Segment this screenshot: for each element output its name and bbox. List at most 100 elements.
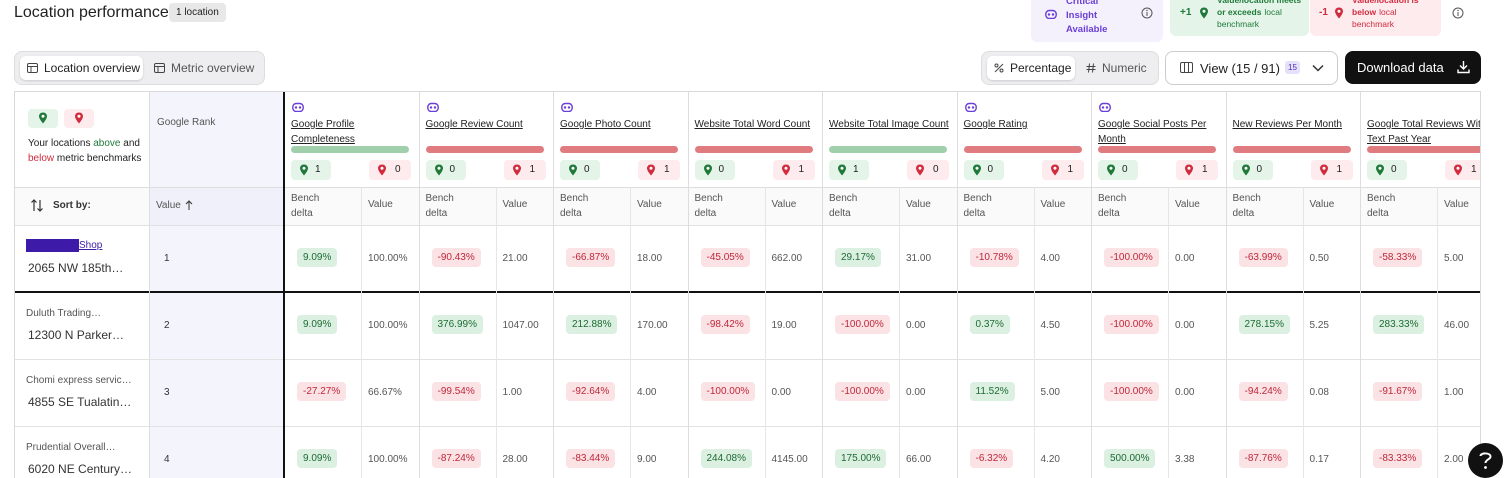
insight-icon: [1099, 102, 1111, 112]
benchmark-bar: [1232, 146, 1351, 153]
tab-icon: [27, 63, 38, 73]
above-count-chip: 1: [829, 160, 869, 180]
metric-value: 0.00: [906, 387, 926, 398]
benchmark-bar: [1367, 146, 1480, 153]
metric-name[interactable]: Google Review Count: [425, 119, 523, 130]
above-count: 0: [718, 164, 725, 175]
frozen-divider: [283, 92, 285, 478]
benchmark-bar: [1098, 146, 1216, 153]
tab-button[interactable]: Metric overview: [147, 56, 261, 80]
below-count: 0: [933, 164, 939, 175]
subcolumn-divider: [1437, 187, 1438, 478]
legend-above-count: +1: [1180, 7, 1192, 18]
metric-name[interactable]: Google Profile Completeness: [291, 119, 355, 145]
summary-mid: and: [123, 138, 140, 149]
metric-value: 662.00: [771, 253, 803, 264]
mode-glyph: [1086, 63, 1096, 73]
pin-icon: [1319, 164, 1328, 176]
bench-delta-header: Bench delta: [1232, 193, 1261, 219]
below-count: 1: [1202, 164, 1208, 175]
column-divider: [822, 92, 823, 478]
metric-name[interactable]: New Reviews Per Month: [1232, 119, 1342, 130]
below-count-chip: 1: [1041, 160, 1084, 180]
above-count: 1: [315, 164, 321, 175]
mode-label: Percentage: [1010, 61, 1072, 75]
rank-sort-header[interactable]: Value: [156, 200, 193, 211]
above-count: 0: [1391, 164, 1397, 175]
pin-icon: [647, 164, 655, 176]
metric-name[interactable]: Google Social Posts Per Month: [1098, 119, 1207, 145]
value-header: Value: [1175, 199, 1200, 210]
above-count-chip: 0: [560, 160, 600, 180]
benchmark-bar: [694, 146, 813, 153]
view-dropdown[interactable]: View (15 / 91) 15: [1165, 51, 1338, 85]
bench-delta: -10.78%: [969, 248, 1019, 267]
bench-delta-header: Bench delta: [425, 193, 454, 219]
metric-value: 46.00: [1444, 320, 1470, 331]
help-button[interactable]: [1468, 443, 1503, 478]
pin-icon: [512, 164, 521, 176]
pin-icon: [781, 164, 790, 176]
location-name[interactable]: Shop: [79, 240, 103, 251]
metric-value: 0.00: [906, 320, 926, 331]
bench-delta-header: Bench delta: [560, 193, 589, 219]
tab-button[interactable]: Location overview: [20, 56, 143, 80]
pin-icon: [1185, 164, 1193, 176]
metric-value: 31.00: [906, 253, 932, 264]
subcolumn-divider: [1302, 187, 1304, 478]
metric-name[interactable]: Google Photo Count: [560, 119, 651, 130]
column-divider: [553, 92, 554, 478]
bench-delta: -99.54%: [431, 382, 481, 401]
metric-value: 4.20: [1040, 454, 1060, 465]
metric-name[interactable]: Google Rating: [963, 119, 1028, 130]
metric-value: 100.00%: [368, 320, 408, 331]
metric-value: 0.00: [1175, 253, 1195, 264]
redacted-block: [26, 239, 79, 252]
above-count: 0: [449, 164, 456, 175]
value-header: Value: [1040, 199, 1066, 210]
below-count-chip: 1: [1310, 160, 1353, 180]
above-count-chip: 0: [963, 160, 1004, 180]
subcolumn-divider: [764, 187, 766, 478]
info-icon: [1141, 7, 1153, 19]
metric-value: 4.50: [1040, 320, 1060, 331]
subcolumn-divider: [1168, 187, 1169, 478]
metric-value: 5.00: [1444, 253, 1464, 264]
pin-icon: [434, 164, 443, 176]
bench-delta: 376.99%: [431, 315, 483, 334]
view-count: 15: [1285, 61, 1300, 74]
sort-icon: [31, 199, 43, 212]
summary-suffix: metric benchmarks: [56, 153, 142, 164]
insight-icon: [292, 102, 304, 112]
metric-value: 28.00: [502, 454, 528, 465]
pin-icon: [378, 164, 386, 176]
pin-icon: [1454, 164, 1462, 176]
below-count: 1: [1067, 164, 1074, 175]
metric-name[interactable]: Google Total Reviews With Text Past Year: [1367, 119, 1481, 145]
download-button[interactable]: Download data: [1345, 51, 1481, 84]
metric-name[interactable]: Website Total Image Count: [829, 119, 949, 130]
metric-value: 5.25: [1309, 320, 1329, 331]
legend-below-text: Value/location is below: [1352, 0, 1419, 17]
mode-button[interactable]: Numeric: [1079, 56, 1153, 80]
bench-delta: -98.42%: [700, 315, 750, 334]
metric-value: 100.00%: [368, 454, 408, 465]
above-count: 0: [1256, 164, 1263, 175]
legend-below-desc: Value/location is below local benchmark: [1352, 0, 1432, 30]
legend-below-sub: local benchmark: [1352, 7, 1397, 29]
below-count: 1: [1336, 164, 1343, 175]
insight-icon: [561, 102, 573, 112]
above-count: 0: [584, 164, 590, 175]
mode-button[interactable]: Percentage: [987, 56, 1075, 80]
tab-label: Location overview: [44, 61, 141, 75]
subcolumn-divider: [495, 187, 497, 478]
column-divider: [1360, 92, 1361, 478]
metric-name[interactable]: Website Total Word Count: [694, 119, 811, 130]
below-chip: [64, 109, 94, 128]
metric-value: 4.00: [637, 387, 657, 398]
insight-icon: [964, 102, 977, 112]
above-count-chip: 0: [425, 160, 466, 180]
below-count-chip: 1: [1176, 160, 1218, 180]
below-count: 1: [798, 164, 805, 175]
rank-value: 1: [164, 253, 170, 264]
